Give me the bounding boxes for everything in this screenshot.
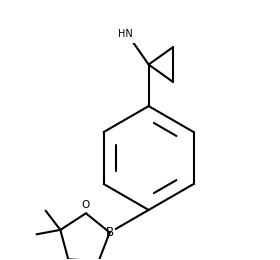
Text: HN: HN — [118, 29, 133, 39]
Text: B: B — [106, 226, 114, 239]
Text: O: O — [82, 200, 90, 211]
